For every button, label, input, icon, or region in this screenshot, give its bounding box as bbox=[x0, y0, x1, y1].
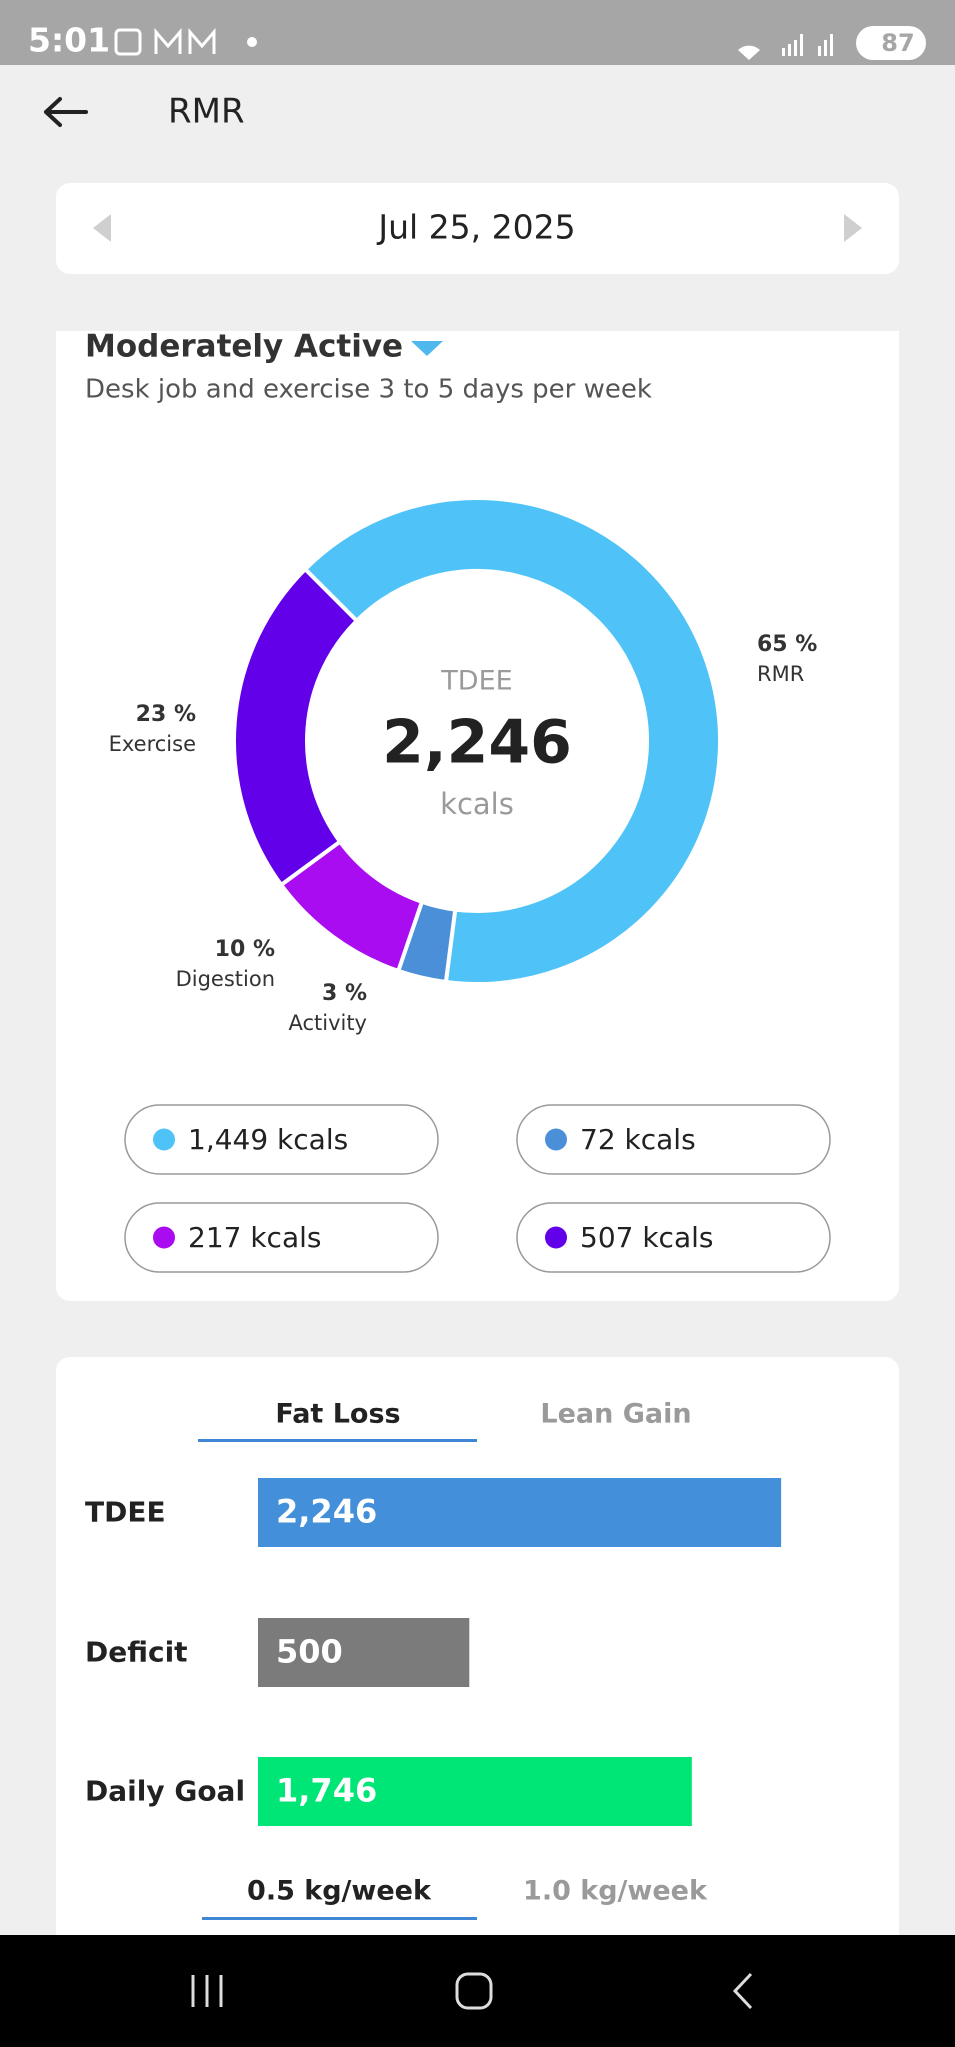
bar-value: 1,746 bbox=[276, 1772, 377, 1810]
bar-category: TDEE bbox=[85, 1496, 166, 1529]
donut-chart: 65 % RMR 3 % Activity 10 % Digestion 23 % Exerc… bbox=[109, 496, 831, 1273]
tab-underline bbox=[198, 1439, 477, 1442]
status-signal bbox=[738, 34, 833, 60]
donut-segment bbox=[302, 496, 722, 986]
rate-tab[interactable]: 1.0 kg/week bbox=[523, 1876, 708, 1907]
bar-value: 2,246 bbox=[276, 1493, 377, 1531]
date-card bbox=[56, 183, 899, 274]
center-title: TDEE bbox=[440, 666, 512, 697]
battery bbox=[856, 26, 926, 60]
bar-value: 500 bbox=[276, 1633, 343, 1671]
battery-level: 87 bbox=[881, 29, 914, 57]
legend-pill bbox=[516, 1202, 831, 1273]
legend-dot bbox=[545, 1226, 567, 1249]
segment-percent: 23 % bbox=[136, 702, 196, 727]
segment-percent: 65 % bbox=[757, 632, 817, 657]
legend-dot bbox=[153, 1226, 175, 1249]
legend-value: 72 kcals bbox=[580, 1123, 696, 1156]
bar bbox=[258, 1618, 470, 1687]
bar-chart: TDEE 2,246 Deficit 500 Daily Goal 1,746 bbox=[85, 1478, 782, 1826]
status-bar bbox=[0, 0, 955, 65]
status-dot bbox=[247, 37, 257, 47]
card-top bbox=[56, 331, 899, 351]
legend-dot bbox=[153, 1128, 175, 1151]
prev-date[interactable] bbox=[93, 214, 111, 242]
nav-home[interactable] bbox=[455, 1972, 493, 2010]
legend-value: 507 kcals bbox=[580, 1221, 713, 1254]
nav-bar bbox=[0, 1935, 955, 2047]
center-unit: kcals bbox=[440, 787, 514, 821]
bar-category: Daily Goal bbox=[85, 1775, 245, 1808]
segment-name: Exercise bbox=[109, 732, 196, 756]
rate-tab-underline bbox=[202, 1917, 477, 1920]
legend-pill bbox=[124, 1104, 439, 1175]
activity-description: Desk job and exercise 3 to 5 days per we… bbox=[85, 375, 652, 405]
status-time: 5:01 bbox=[28, 21, 110, 60]
segment-percent: 10 % bbox=[215, 937, 275, 962]
date: Jul 25, 2025 bbox=[376, 208, 575, 247]
bar bbox=[258, 1478, 782, 1547]
nav-recents[interactable] bbox=[191, 1975, 223, 2007]
center-value: 2,246 bbox=[382, 708, 572, 778]
segment-name: Activity bbox=[288, 1011, 367, 1035]
tab-active[interactable]: Fat Loss bbox=[275, 1399, 400, 1430]
activity-dropdown[interactable] bbox=[411, 341, 443, 356]
bar-category: Deficit bbox=[85, 1636, 188, 1669]
segment-name: RMR bbox=[757, 662, 804, 686]
tab[interactable]: Lean Gain bbox=[540, 1399, 691, 1430]
segment-name: Digestion bbox=[176, 967, 275, 991]
legend-value: 217 kcals bbox=[188, 1221, 321, 1254]
legend-value: 1,449 kcals bbox=[188, 1123, 348, 1156]
segment-percent: 3 % bbox=[322, 981, 367, 1006]
status-icons bbox=[114, 27, 216, 56]
legend-pill bbox=[124, 1202, 439, 1273]
legend-pill bbox=[516, 1104, 831, 1175]
rmr-card bbox=[56, 331, 899, 1301]
back-button[interactable] bbox=[44, 97, 88, 127]
rate-tab-active[interactable]: 0.5 kg/week bbox=[247, 1876, 432, 1907]
legend-dot bbox=[545, 1128, 567, 1151]
bar bbox=[258, 1757, 692, 1826]
nav-back[interactable] bbox=[732, 1972, 753, 2010]
next-date[interactable] bbox=[844, 214, 862, 242]
donut-segment bbox=[232, 566, 360, 888]
activity-level[interactable]: Moderately Active bbox=[85, 329, 403, 365]
header-title: RMR bbox=[168, 92, 245, 132]
